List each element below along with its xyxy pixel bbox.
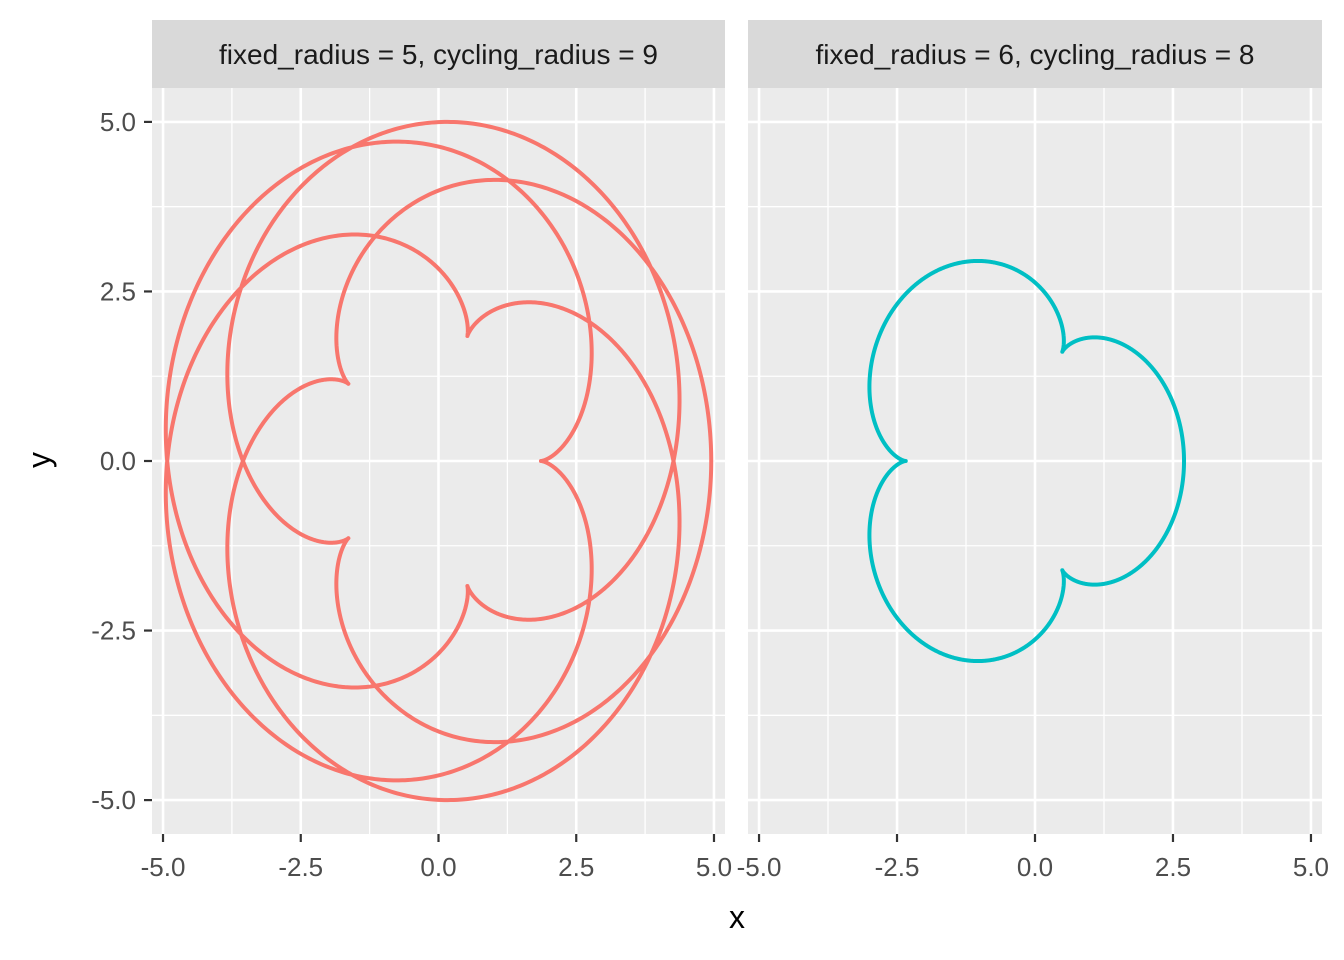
y-tick-label: -5.0 — [91, 785, 136, 815]
facet-strip — [152, 20, 725, 88]
x-tick-label: -5.0 — [141, 852, 186, 882]
x-tick-label: 5.0 — [696, 852, 732, 882]
x-tick-label: 5.0 — [1293, 852, 1329, 882]
y-tick-label: 2.5 — [100, 276, 136, 306]
facet-strip — [748, 20, 1322, 88]
x-tick-label: -2.5 — [278, 852, 323, 882]
x-tick-label: 2.5 — [558, 852, 594, 882]
y-tick-label: 5.0 — [100, 107, 136, 137]
x-tick-label: -2.5 — [875, 852, 920, 882]
facet-panel-2: fixed_radius = 6, cycling_radius = 8 -5.0… — [737, 20, 1329, 882]
x-tick-label: 0.0 — [1017, 852, 1053, 882]
series-line — [867, 258, 1187, 664]
series-line — [163, 119, 714, 803]
x-axis-title: x — [729, 899, 745, 935]
x-tick-label: 0.0 — [420, 852, 456, 882]
y-tick-label: 0.0 — [100, 446, 136, 476]
y-tick-label: -2.5 — [91, 616, 136, 646]
facet-panel-1: fixed_radius = 5, cycling_radius = 9 -5.0… — [91, 20, 732, 882]
facet-strip-label: fixed_radius = 5, cycling_radius = 9 — [219, 39, 658, 70]
x-tick-label: -5.0 — [737, 852, 782, 882]
facet-strip-label: fixed_radius = 6, cycling_radius = 8 — [816, 39, 1255, 70]
y-axis-title: y — [21, 452, 57, 468]
x-tick-label: 2.5 — [1155, 852, 1191, 882]
